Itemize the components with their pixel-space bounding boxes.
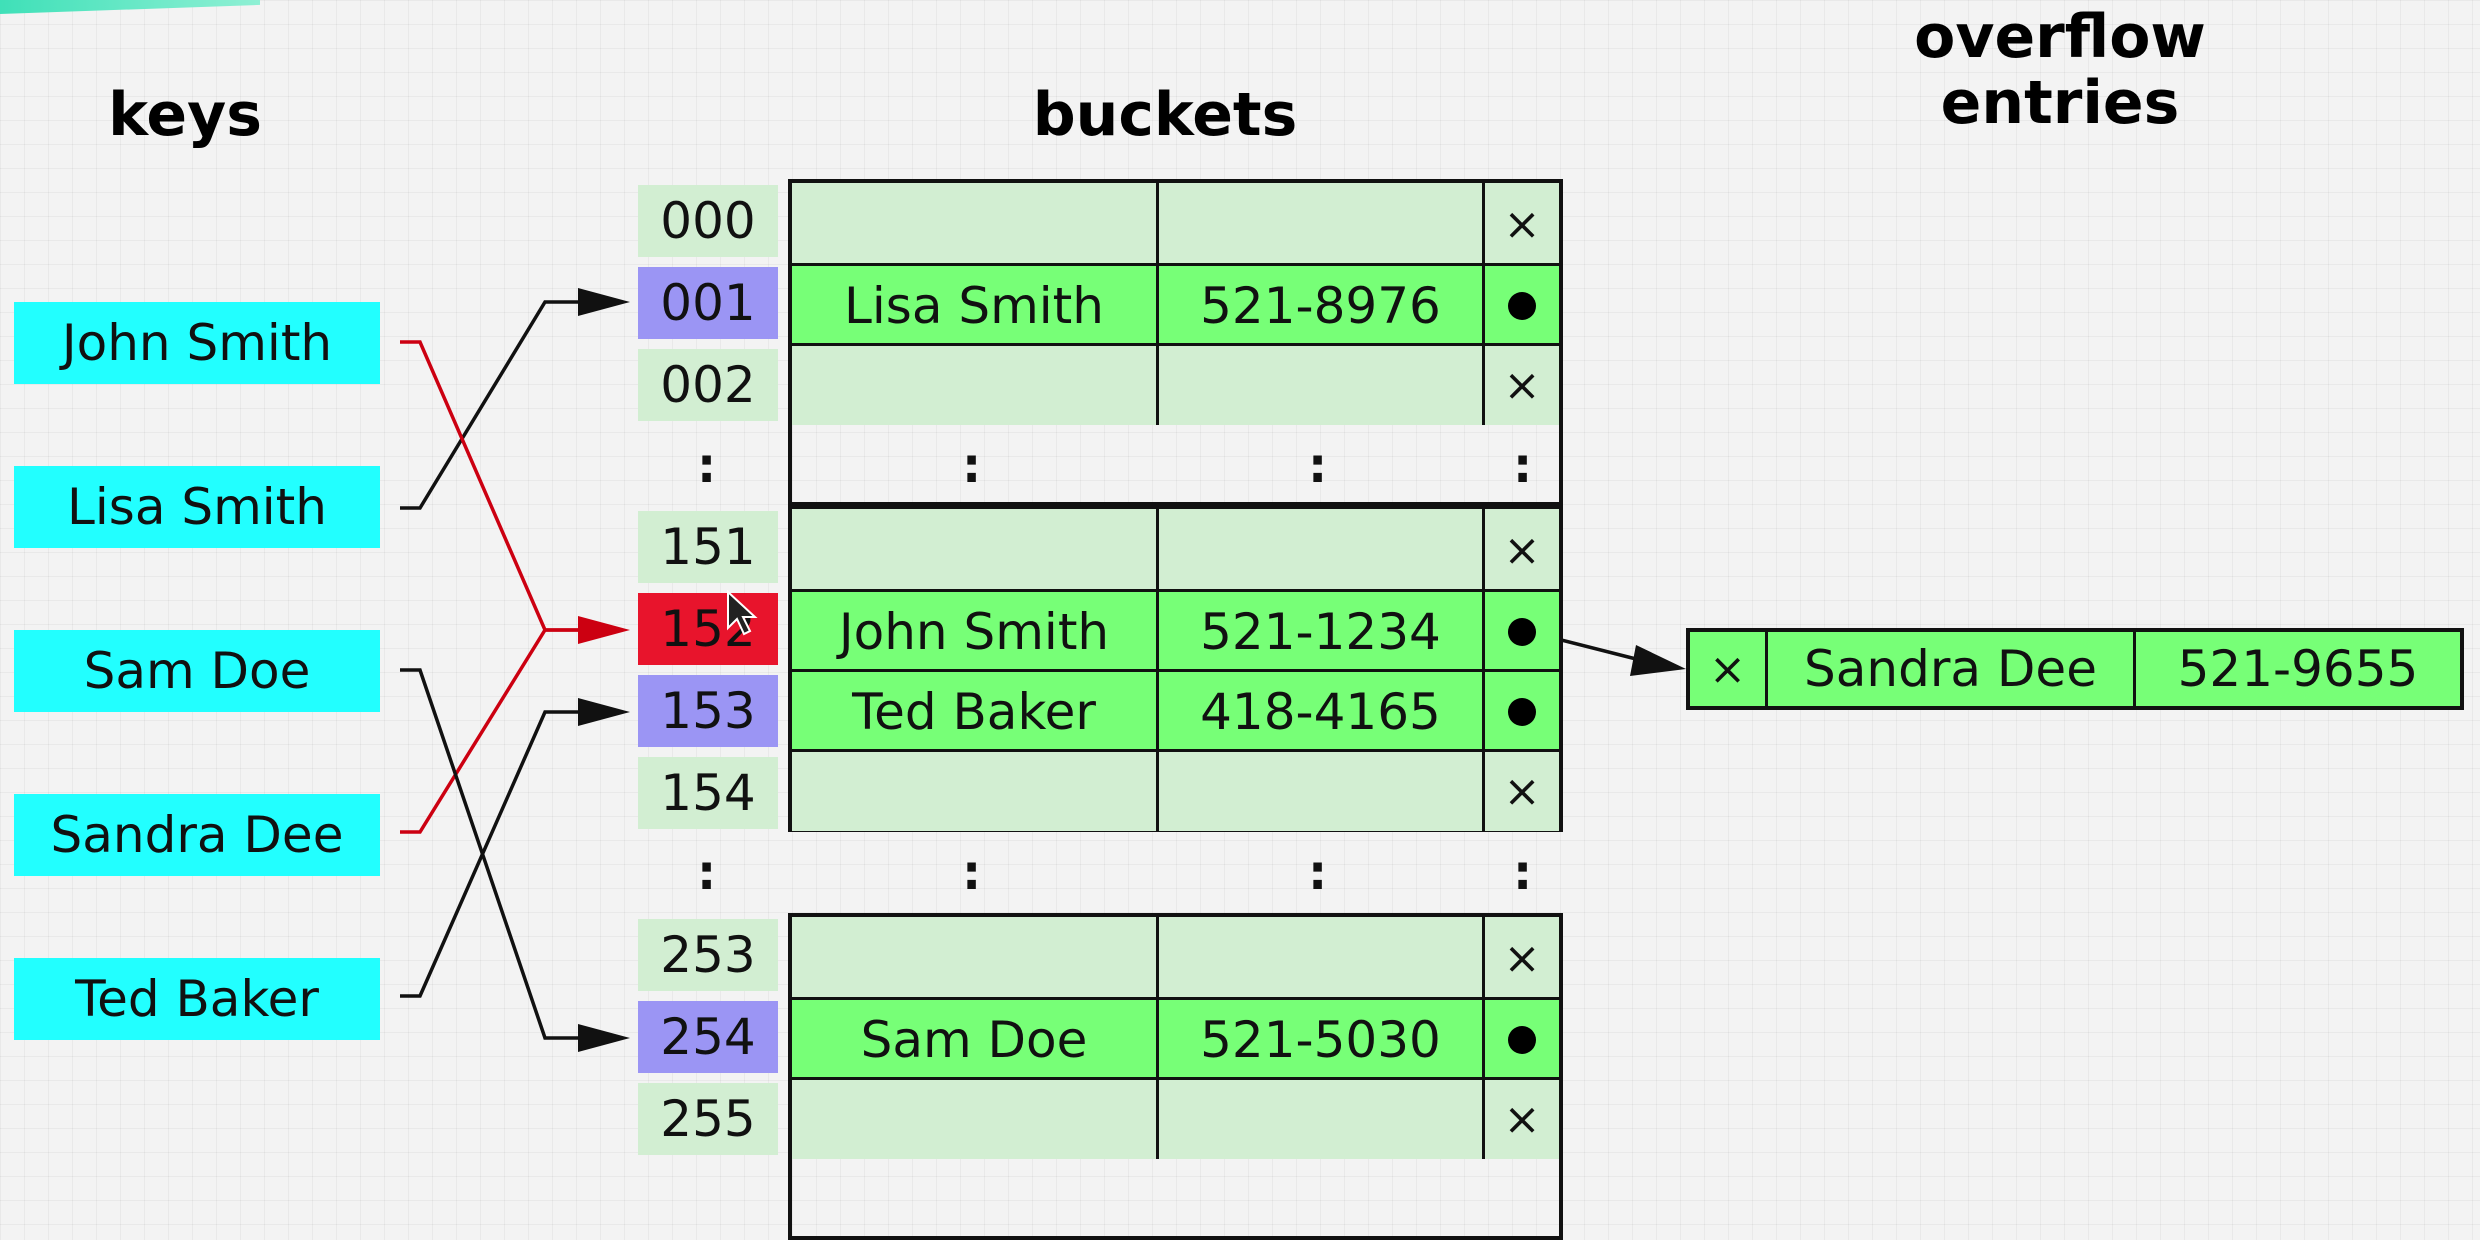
ellipsis-phone: : [1308, 438, 1328, 494]
bucket-name-cell [792, 509, 1159, 591]
bucket-name-cell [792, 917, 1159, 999]
bucket-marker-cell: × [1485, 509, 1559, 591]
pointer-dot-icon [1508, 291, 1536, 320]
buckets-heading: buckets [1032, 80, 1298, 150]
bucket-phone-cell [1159, 1080, 1485, 1159]
arrow-head-overflow [1630, 645, 1686, 676]
bucket-phone-cell: 521-1234 [1159, 592, 1485, 671]
index-153: 153 [638, 675, 778, 747]
bucket-marker-cell [1485, 672, 1559, 751]
bucket-name-cell: Ted Baker [792, 672, 1159, 751]
bucket-group-000-002: × Lisa Smith 521-8976 × [788, 179, 1563, 506]
bucket-row-000: × [792, 183, 1559, 265]
null-pointer-icon: × [1503, 524, 1541, 576]
bucket-row-153: Ted Baker 418-4165 [792, 669, 1559, 751]
bucket-row-255: × [792, 1077, 1559, 1159]
arrow-head-153 [578, 698, 630, 726]
bucket-row-151: × [792, 509, 1559, 591]
bucket-name-cell [792, 183, 1159, 265]
null-pointer-icon: × [1709, 643, 1746, 695]
pointer-dot-icon [1508, 697, 1536, 726]
bucket-row-152: John Smith 521-1234 [792, 589, 1559, 671]
link-sandra-dee [400, 628, 578, 834]
hash-links [400, 288, 1686, 1052]
bucket-name-cell [792, 1080, 1159, 1159]
key-sandra-dee: Sandra Dee [14, 794, 380, 876]
null-pointer-icon: × [1503, 360, 1541, 411]
null-pointer-icon: × [1503, 932, 1541, 984]
ellipsis-name: : [962, 845, 982, 901]
bucket-marker-cell: × [1485, 752, 1559, 831]
bucket-name-cell: John Smith [792, 592, 1159, 671]
index-154: 154 [638, 757, 778, 829]
ellipsis-marker: : [1513, 845, 1533, 901]
bucket-marker-cell: × [1485, 917, 1559, 999]
ellipsis-index: : [697, 845, 717, 901]
pointer-dot-icon [1508, 617, 1536, 646]
ellipsis-marker: : [1513, 438, 1533, 494]
bucket-phone-cell [1159, 183, 1485, 265]
mouse-cursor-icon [727, 590, 758, 636]
bucket-marker-cell: × [1485, 346, 1559, 425]
key-sam-doe: Sam Doe [14, 630, 380, 712]
bucket-row-001: Lisa Smith 521-8976 [792, 263, 1559, 345]
index-254: 254 [638, 1001, 778, 1073]
index-002: 002 [638, 349, 778, 421]
overflow-entry: × Sandra Dee 521-9655 [1686, 628, 2464, 710]
bucket-group-151-154: × John Smith 521-1234 Ted Baker 418-4165… [788, 505, 1563, 832]
bucket-row-002: × [792, 343, 1559, 425]
bucket-name-cell: Sam Doe [792, 1000, 1159, 1079]
bucket-phone-cell [1159, 917, 1485, 999]
index-151: 151 [638, 511, 778, 583]
bucket-phone-cell [1159, 509, 1485, 591]
ellipsis-index: : [697, 438, 717, 494]
bucket-marker-cell [1485, 592, 1559, 671]
bucket-phone-cell: 418-4165 [1159, 672, 1485, 751]
link-ted-baker [400, 710, 578, 998]
key-john-smith: John Smith [14, 302, 380, 384]
link-john-smith [400, 340, 578, 632]
bucket-marker-cell: × [1485, 183, 1559, 265]
bucket-phone-cell: 521-8976 [1159, 266, 1485, 345]
index-000: 000 [638, 185, 778, 257]
bucket-marker-cell: × [1485, 1080, 1559, 1159]
bucket-phone-cell [1159, 346, 1485, 425]
overflow-marker-cell: × [1690, 632, 1768, 706]
bucket-phone-cell [1159, 752, 1485, 831]
key-lisa-smith: Lisa Smith [14, 466, 380, 548]
bucket-row-154: × [792, 749, 1559, 831]
bucket-row-253: × [792, 917, 1559, 999]
index-255: 255 [638, 1083, 778, 1155]
bucket-marker-cell [1485, 1000, 1559, 1079]
overflow-name-cell: Sandra Dee [1768, 632, 2136, 706]
arrow-head-254 [578, 1024, 630, 1052]
ellipsis-name: : [962, 438, 982, 494]
key-ted-baker: Ted Baker [14, 958, 380, 1040]
bucket-name-cell [792, 346, 1159, 425]
link-sam-doe [400, 668, 578, 1040]
overflow-heading: overflow entries [1880, 4, 2240, 136]
bucket-marker-cell [1485, 266, 1559, 345]
overflow-heading-line2: entries [1940, 68, 2180, 138]
index-001: 001 [638, 267, 778, 339]
null-pointer-icon: × [1503, 198, 1541, 250]
bucket-phone-cell: 521-5030 [1159, 1000, 1485, 1079]
index-253: 253 [638, 919, 778, 991]
bucket-group-253-255: × Sam Doe 521-5030 × [788, 913, 1563, 1240]
index-152: 152 [638, 593, 778, 665]
link-lisa-smith [400, 300, 578, 510]
bucket-name-cell [792, 752, 1159, 831]
pointer-dot-icon [1508, 1025, 1536, 1054]
overflow-phone-cell: 521-9655 [2177, 640, 2419, 698]
keys-heading: keys [108, 80, 262, 150]
null-pointer-icon: × [1503, 766, 1541, 817]
overflow-heading-line1: overflow [1914, 2, 2206, 72]
null-pointer-icon: × [1503, 1094, 1541, 1145]
ellipsis-phone: : [1308, 845, 1328, 901]
bucket-name-cell: Lisa Smith [792, 266, 1159, 345]
bucket-row-254: Sam Doe 521-5030 [792, 997, 1559, 1079]
arrow-head-152 [578, 616, 630, 644]
arrow-head-001 [578, 288, 630, 316]
